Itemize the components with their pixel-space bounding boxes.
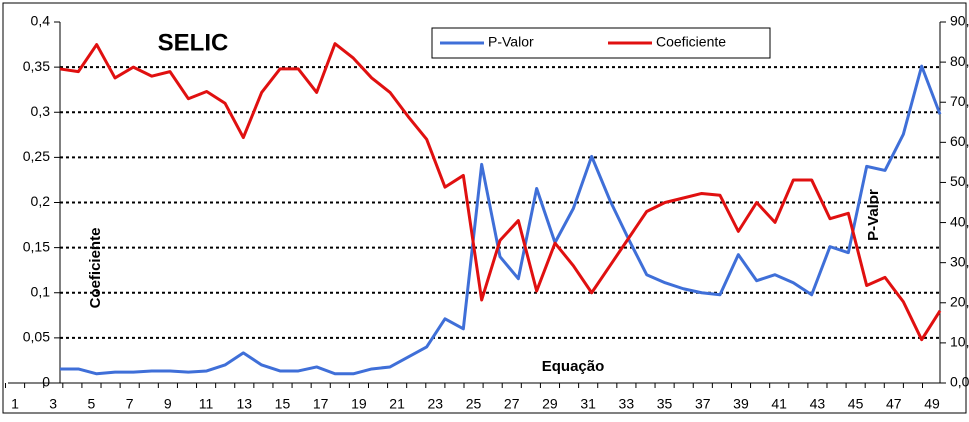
x-tick-label: 1 (11, 396, 19, 412)
x-tick-label: 13 (236, 396, 252, 412)
y2-tick-label: 80,00% (950, 53, 969, 69)
x-axis-label: Equação (542, 358, 605, 375)
y2-tick-label: 10,00% (950, 334, 969, 350)
x-tick-label: 5 (88, 396, 96, 412)
legend-label: P-Valor (488, 34, 534, 50)
x-tick-label: 37 (695, 396, 711, 412)
x-tick-label: 19 (351, 396, 367, 412)
x-tick-label: 27 (504, 396, 520, 412)
chart-border (2, 2, 967, 414)
x-tick-label: 3 (49, 396, 57, 412)
x-tick-label: 31 (580, 396, 596, 412)
y2-tick-label: 70,00% (950, 93, 969, 109)
y-axis-label: Coeficiente (87, 228, 104, 309)
y2-tick-label: 60,00% (950, 133, 969, 149)
y2-tick-label: 20,00% (950, 293, 969, 309)
x-tick-label: 7 (126, 396, 134, 412)
y2-tick-label: 50,00% (950, 173, 969, 189)
x-tick-label: 23 (428, 396, 444, 412)
x-tick-label: 11 (199, 396, 214, 412)
y-tick-label: 0,4 (31, 13, 51, 29)
x-tick-label: 17 (313, 396, 329, 412)
x-tick-label: 25 (466, 396, 482, 412)
x-tick-label: 47 (886, 396, 902, 412)
x-tick-label: 29 (542, 396, 558, 412)
y2-tick-label: 90,00% (950, 13, 969, 29)
y-tick-label: 0,05 (23, 329, 50, 345)
x-tick-label: 39 (733, 396, 749, 412)
series-line (60, 64, 942, 376)
y-tick-label: 0,35 (23, 58, 50, 74)
y2-axis-label: P-Valor (865, 189, 882, 241)
y-tick-label: 0,25 (23, 148, 50, 164)
y2-tick-label: 40,00% (950, 213, 969, 229)
y-tick-label: 0 (42, 374, 50, 390)
x-tick-label: 35 (657, 396, 673, 412)
x-tick-label: 49 (924, 396, 940, 412)
x-tick-label: 9 (164, 396, 172, 412)
x-tick-label: 41 (771, 396, 787, 412)
y2-tick-label: 30,00% (950, 253, 969, 269)
y-tick-label: 0,1 (31, 283, 51, 299)
legend-box (431, 27, 771, 59)
x-tick-label: 45 (848, 396, 864, 412)
x-tick-label: 15 (275, 396, 291, 412)
series-line (59, 42, 942, 342)
y-tick-label: 0,2 (31, 193, 51, 209)
chart-title: SELIC (158, 29, 229, 56)
y-tick-label: 0,15 (23, 238, 50, 254)
x-tick-label: 21 (389, 396, 405, 412)
legend-label: Coeficiente (656, 34, 726, 50)
x-tick-label: 33 (619, 396, 635, 412)
y2-tick-label: 0,00% (950, 374, 969, 390)
y-tick-label: 0,3 (31, 103, 51, 119)
x-tick-label: 43 (810, 396, 826, 412)
